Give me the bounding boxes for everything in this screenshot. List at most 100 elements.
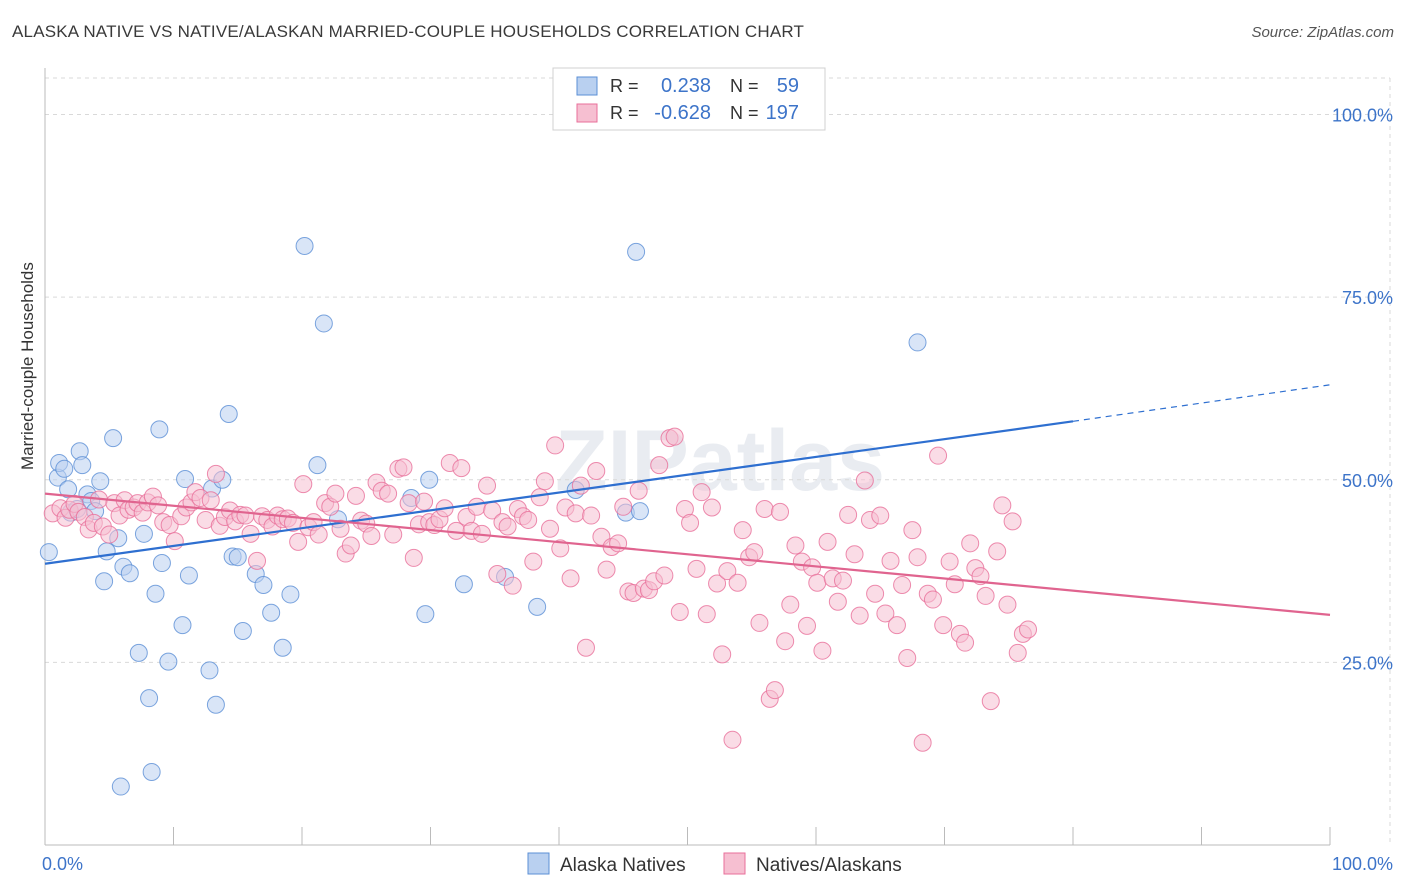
data-point [765, 681, 784, 700]
data-point [309, 525, 328, 544]
data-point [129, 643, 148, 662]
data-point [120, 564, 139, 583]
data-point [855, 471, 874, 490]
data-point [898, 648, 917, 667]
data-point [488, 564, 507, 583]
data-point [254, 575, 273, 594]
data-point [887, 616, 906, 635]
data-point [503, 576, 522, 595]
axes: 25.0% 50.0% 75.0% 100.0% 0.0% 100.0% [42, 68, 1393, 874]
data-point [833, 571, 852, 590]
stats-n-value: 59 [777, 75, 799, 97]
data-point [233, 621, 252, 640]
data-point [566, 504, 585, 523]
data-point [808, 573, 827, 592]
data-point [597, 560, 616, 579]
data-point [913, 733, 932, 752]
data-point [140, 689, 159, 708]
source-note: Source: ZipAtlas.com [1251, 24, 1394, 41]
data-point [571, 476, 590, 495]
data-point [176, 470, 195, 489]
data-point [289, 532, 308, 551]
data-point [813, 641, 832, 660]
data-point [781, 595, 800, 614]
data-point [134, 524, 153, 543]
legend-swatch [723, 852, 746, 875]
data-point [379, 484, 398, 503]
data-point [404, 548, 423, 567]
data-point [530, 488, 549, 507]
data-point [524, 552, 543, 571]
data-point [273, 638, 292, 657]
data-point [893, 575, 912, 594]
data-point [692, 483, 711, 502]
data-point [629, 481, 648, 500]
stats-swatch [576, 76, 598, 96]
data-point [294, 475, 313, 494]
data-point [454, 575, 473, 594]
data-point [687, 559, 706, 578]
data-point [111, 777, 130, 796]
data-point [200, 661, 219, 680]
data-point [97, 542, 116, 561]
data-point [818, 532, 837, 551]
data-point [1003, 512, 1022, 531]
data-point [541, 519, 560, 538]
data-point [173, 616, 192, 635]
chart-title: ALASKA NATIVE VS NATIVE/ALASKAN MARRIED-… [12, 22, 805, 41]
data-point [295, 237, 314, 256]
data-point [871, 506, 890, 525]
data-point [236, 506, 255, 525]
data-point [262, 603, 281, 622]
data-point [546, 436, 565, 455]
data-point [248, 551, 267, 570]
data-point [750, 613, 769, 632]
data-point [981, 692, 1000, 711]
data-point [908, 548, 927, 567]
data-point [614, 497, 633, 516]
data-point [1008, 643, 1027, 662]
data-point [384, 525, 403, 544]
data-point [576, 638, 595, 657]
x-tick-label: 0.0% [42, 854, 83, 874]
data-point [665, 427, 684, 446]
data-point [745, 543, 764, 562]
data-point [627, 242, 646, 261]
data-point [733, 521, 752, 540]
data-point [452, 459, 471, 478]
data-point [718, 562, 737, 581]
trend-lines [44, 384, 1331, 616]
data-point [866, 584, 885, 603]
y-tick-label: 100.0% [1332, 106, 1393, 126]
data-point [308, 456, 327, 475]
data-point [771, 502, 790, 521]
data-point [362, 527, 381, 546]
stats-r-label: R = [610, 76, 639, 96]
data-point [415, 492, 434, 511]
data-point [940, 552, 959, 571]
data-point [786, 536, 805, 555]
data-point [206, 464, 225, 483]
stats-r-value: 0.238 [661, 75, 711, 97]
stats-legend: R = 0.238 N = 59 R = -0.628 N = 197 [552, 67, 826, 131]
data-point [929, 446, 948, 465]
data-point [561, 569, 580, 588]
data-point [150, 420, 169, 439]
stats-r-label: R = [610, 103, 639, 123]
stats-n-label: N = [730, 76, 759, 96]
stats-r-value: -0.628 [654, 102, 711, 124]
y-tick-label: 75.0% [1342, 288, 1393, 308]
data-point [655, 566, 674, 585]
trend-line-natives-alaskans [44, 492, 1331, 616]
data-point [95, 572, 114, 591]
data-point [206, 695, 225, 714]
data-point [1019, 620, 1038, 639]
stats-n-value: 197 [766, 102, 799, 124]
data-point [326, 484, 345, 503]
data-point [416, 605, 435, 624]
data-point [713, 645, 732, 664]
watermark: ZIPatlas [555, 413, 885, 509]
data-point [876, 604, 895, 623]
data-point [961, 534, 980, 553]
data-point [993, 496, 1012, 515]
